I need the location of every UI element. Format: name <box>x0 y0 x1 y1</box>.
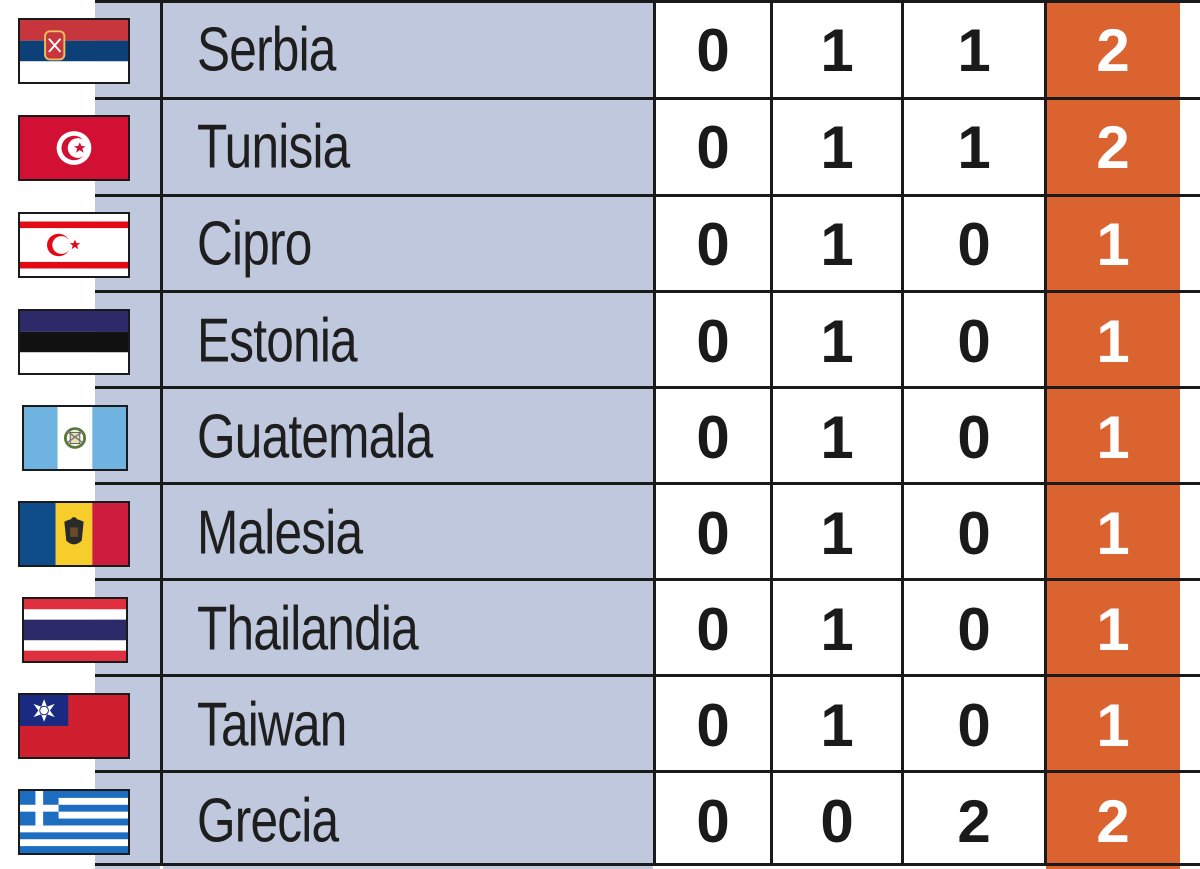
table-row: Serbia 0 1 1 2 <box>0 2 1200 98</box>
table-row: Taiwan 0 1 0 1 <box>0 677 1200 773</box>
silver-count: 1 <box>820 691 854 759</box>
bronze-count: 0 <box>957 307 991 375</box>
silver-count: 1 <box>820 499 854 567</box>
taiwan-flag-icon <box>18 693 130 759</box>
bronze-count: 0 <box>957 210 991 278</box>
total-count: 2 <box>1046 773 1180 869</box>
gold-count: 0 <box>696 210 730 278</box>
table-row: Grecia 0 0 2 2 <box>0 773 1200 869</box>
silver-count: 1 <box>820 403 854 471</box>
bronze-count: 1 <box>957 16 991 84</box>
country-name: Taiwan <box>197 690 347 760</box>
tunisia-flag-icon <box>18 115 130 181</box>
moldova-flag-icon <box>18 501 130 567</box>
table-row: Guatemala 0 1 0 1 <box>0 389 1200 485</box>
total-count: 1 <box>1046 389 1180 485</box>
bronze-count: 2 <box>957 787 991 855</box>
silver-count: 1 <box>820 16 854 84</box>
gold-count: 0 <box>696 499 730 567</box>
total-count: 1 <box>1046 485 1180 581</box>
total-count: 1 <box>1046 677 1180 773</box>
total-count: 1 <box>1046 293 1180 389</box>
northern-cyprus-flag-icon <box>18 212 130 278</box>
country-name-cell: Serbia <box>163 2 653 98</box>
serbia-flag-icon <box>18 18 130 84</box>
gold-count: 0 <box>696 307 730 375</box>
greece-flag-icon <box>18 789 130 855</box>
bronze-count: 1 <box>957 113 991 181</box>
silver-count: 1 <box>820 595 854 663</box>
country-name: Cipro <box>197 209 312 279</box>
total-count: 1 <box>1046 581 1180 677</box>
country-name-cell: Taiwan <box>163 677 653 773</box>
gold-count: 0 <box>696 16 730 84</box>
estonia-flag-icon <box>18 309 130 375</box>
country-name-cell: Grecia <box>163 773 653 869</box>
country-name-cell: Guatemala <box>163 389 653 485</box>
country-name: Tunisia <box>197 112 350 182</box>
country-name-cell: Cipro <box>163 196 653 292</box>
country-name-cell: Malesia <box>163 485 653 581</box>
silver-count: 0 <box>820 787 854 855</box>
country-name-cell: Tunisia <box>163 99 653 195</box>
bronze-count: 0 <box>957 595 991 663</box>
gold-count: 0 <box>696 113 730 181</box>
gold-count: 0 <box>696 787 730 855</box>
table-row: Estonia 0 1 0 1 <box>0 293 1200 389</box>
total-count: 2 <box>1046 99 1180 195</box>
table-row: Thailandia 0 1 0 1 <box>0 581 1200 677</box>
table-row: Cipro 0 1 0 1 <box>0 196 1200 292</box>
silver-count: 1 <box>820 210 854 278</box>
bronze-count: 0 <box>957 403 991 471</box>
country-name: Estonia <box>197 306 358 376</box>
country-name: Malesia <box>197 498 363 568</box>
gold-count: 0 <box>696 691 730 759</box>
country-name: Serbia <box>197 15 336 85</box>
total-count: 1 <box>1046 196 1180 292</box>
table-row: Malesia 0 1 0 1 <box>0 485 1200 581</box>
bronze-count: 0 <box>957 691 991 759</box>
country-name: Guatemala <box>197 402 433 472</box>
country-name-cell: Estonia <box>163 293 653 389</box>
guatemala-flag-icon <box>22 405 128 471</box>
country-name: Thailandia <box>197 594 419 664</box>
total-count: 2 <box>1046 2 1180 98</box>
table-row: Tunisia 0 1 1 2 <box>0 99 1200 195</box>
silver-count: 1 <box>820 307 854 375</box>
country-name: Grecia <box>197 786 339 856</box>
country-name-cell: Thailandia <box>163 581 653 677</box>
thailand-flag-icon <box>22 597 128 663</box>
gold-count: 0 <box>696 403 730 471</box>
silver-count: 1 <box>820 113 854 181</box>
bronze-count: 0 <box>957 499 991 567</box>
gold-count: 0 <box>696 595 730 663</box>
